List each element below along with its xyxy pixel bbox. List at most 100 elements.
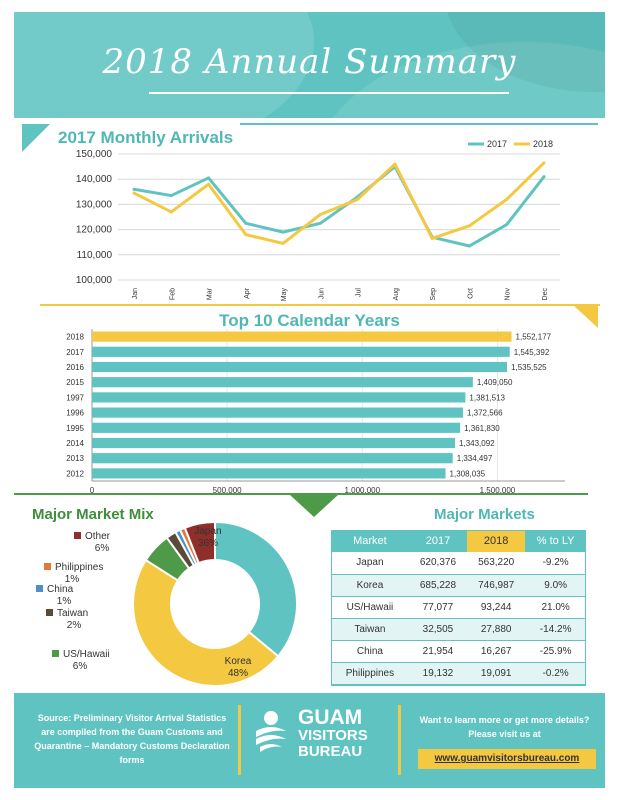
data-point [542, 175, 546, 179]
monthly-line-chart: 100,000 110,000 120,000 130,000 140,000 150,0… [76, 139, 560, 302]
slice-pct-label: 6% [73, 661, 88, 672]
y-category-label: 1997 [66, 393, 84, 402]
cta-text: Want to learn more or get more details? … [419, 715, 590, 739]
data-point [467, 244, 471, 248]
y-category-label: 2018 [66, 333, 84, 342]
data-point [318, 221, 322, 225]
x-tick-label: Aug [393, 288, 400, 301]
footer-divider [238, 705, 241, 775]
data-point [169, 194, 173, 198]
x-tick-label: 500,000 [213, 486, 242, 495]
section-rule [240, 123, 598, 125]
x-tick-label: Apr [244, 287, 251, 299]
slice-label: Other [85, 531, 111, 542]
slice-label: Korea [225, 656, 252, 667]
website-link[interactable]: www.guamvisitorsbureau.com [418, 749, 596, 769]
cell-market: Philippines [331, 662, 409, 685]
x-tick-label: Feb [169, 288, 176, 300]
data-point [244, 221, 248, 225]
legend-swatch [36, 585, 43, 592]
cell-2017: 21,954 [408, 640, 468, 663]
y-category-label: 2017 [66, 348, 84, 357]
table-row: Philippines 19,132 19,091 -0.2% [331, 662, 586, 685]
y-category-label: 2012 [66, 469, 84, 478]
section-rule [14, 493, 588, 495]
bar-value-label: 1,545,392 [514, 348, 550, 357]
slice-pct-label: 1% [57, 596, 72, 607]
y-tick-label: 110,000 [77, 250, 113, 261]
cell-2018: 16,267 [467, 640, 526, 663]
cell-pct: -9.2% [525, 552, 586, 575]
slice-label: Taiwan [57, 608, 88, 619]
x-tick-label: 1,000,000 [344, 486, 380, 495]
slice-pct-label: 1% [65, 574, 80, 585]
data-point [430, 236, 434, 240]
source-note: Source: Preliminary Visitor Arrival Stat… [34, 713, 230, 765]
bar-value-label: 1,552,177 [516, 333, 552, 342]
cell-2017: 32,505 [408, 618, 468, 641]
bar-value-label: 1,535,525 [511, 363, 547, 372]
logo-text-bureau: BUREAU [298, 743, 363, 760]
cell-pct: -14.2% [525, 618, 586, 641]
logo-text-visitors: VISITORS [298, 727, 368, 744]
bar [92, 422, 461, 433]
slice-label: Philippines [55, 562, 103, 573]
series-line-2017 [133, 165, 546, 248]
section-corner-triangle [22, 124, 50, 152]
bar-value-label: 1,334,497 [457, 454, 493, 463]
cell-2018: 27,880 [467, 618, 526, 641]
data-point [207, 182, 211, 186]
legend-swatch [44, 563, 51, 570]
data-point [132, 187, 136, 191]
cell-market: Taiwan [331, 618, 409, 641]
top10-chart-title: Top 10 Calendar Years [219, 311, 400, 330]
footer-divider [398, 705, 401, 775]
y-category-label: 1995 [66, 424, 84, 433]
legend-label: 2018 [533, 139, 553, 149]
cell-market: Korea [331, 574, 409, 597]
slice-pct-label: 6% [95, 543, 110, 554]
slice-korea [132, 558, 280, 687]
bar-value-label: 1,381,513 [469, 393, 505, 402]
series-line-2018 [133, 161, 546, 245]
cell-market: China [331, 640, 409, 663]
data-point [505, 223, 509, 227]
market-mix-title: Major Market Mix [32, 506, 154, 523]
bar-value-label: 1,343,092 [459, 439, 495, 448]
bar [92, 331, 512, 342]
data-point [281, 230, 285, 234]
section-corner-triangle [572, 304, 598, 328]
table-row: Taiwan 32,505 27,880 -14.2% [331, 618, 586, 641]
x-tick-label: Jul [356, 288, 363, 297]
table-row: Korea 685,228 746,987 9.0% [331, 574, 586, 597]
market-mix-donut-chart: Japan36%Korea48%US/Hawaii6%Taiwan2%China… [36, 520, 298, 687]
cell-pct: 9.0% [525, 574, 586, 597]
banner-swirl [14, 12, 314, 118]
data-point [467, 224, 471, 228]
cell-2018: 19,091 [467, 662, 526, 685]
bar [92, 392, 466, 403]
slice-label: Japan [194, 526, 221, 537]
legend-swatch [46, 609, 53, 616]
slice-pct-label: 48% [228, 668, 248, 679]
data-point [207, 176, 211, 180]
bar [92, 377, 473, 388]
bar-value-label: 1,409,050 [477, 378, 513, 387]
data-point [132, 191, 136, 195]
data-point [393, 162, 397, 166]
cell-2018: 93,244 [467, 596, 526, 619]
footer: Source: Preliminary Visitor Arrival Stat… [14, 693, 605, 788]
slice-label: China [47, 584, 74, 595]
data-point [318, 212, 322, 216]
x-tick-label: May [281, 288, 288, 302]
cell-2017: 19,132 [408, 662, 468, 685]
col-header-pct: % to LY [525, 530, 586, 552]
x-tick-label: 1,500,000 [480, 486, 516, 495]
header-banner: 2018 Annual Summary [14, 12, 605, 118]
y-tick-label: 140,000 [76, 174, 113, 185]
cell-2017: 77,077 [408, 596, 468, 619]
y-category-label: 2016 [66, 363, 84, 372]
page-title: 2018 Annual Summary [102, 42, 517, 82]
major-markets-title: Major Markets [434, 506, 535, 523]
bar [92, 437, 456, 449]
